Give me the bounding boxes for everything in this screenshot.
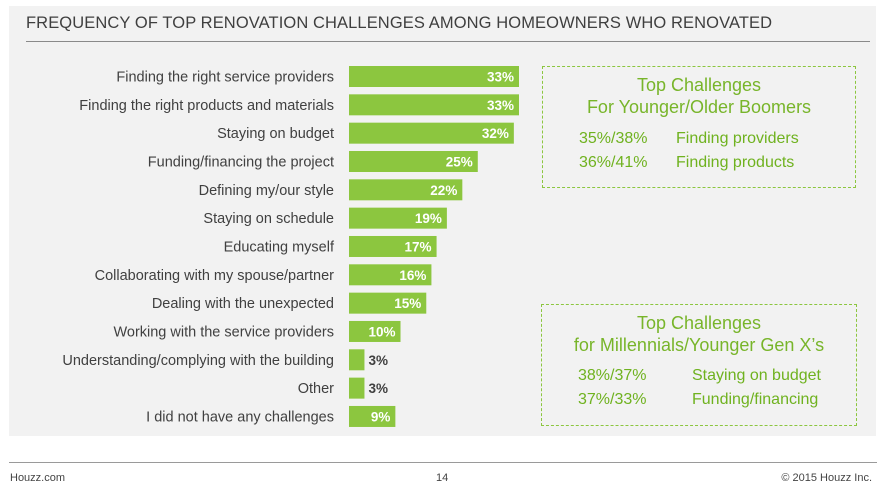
- bar: [349, 207, 447, 229]
- bar: [349, 235, 437, 257]
- callout-label: Staying on budget: [692, 367, 821, 384]
- bar: [349, 66, 519, 87]
- value-label: 15%: [394, 296, 421, 311]
- category-label: Staying on budget: [217, 126, 334, 142]
- bar: [349, 405, 396, 427]
- callout-value: 37%/33%: [578, 391, 647, 408]
- bar: [349, 377, 365, 399]
- value-label: 22%: [430, 183, 457, 198]
- category-label: Defining my/our style: [199, 183, 334, 199]
- page-title: FREQUENCY OF TOP RENOVATION CHALLENGES A…: [26, 14, 773, 32]
- bar: [349, 94, 519, 116]
- callout-millennials: Top Challenges for Millennials/Younger G…: [541, 304, 857, 426]
- callout-boomers: Top Challenges For Younger/Older Boomers…: [542, 66, 856, 188]
- callout-title-line2: For Younger/Older Boomers: [586, 97, 812, 117]
- callout-title-line1: Top Challenges: [636, 313, 762, 333]
- bar: [349, 179, 463, 201]
- category-label: Understanding/complying with the buildin…: [62, 353, 334, 369]
- value-label: 10%: [368, 324, 395, 339]
- footer-copyright: © 2015 Houzz Inc.: [781, 472, 872, 484]
- value-label: 3%: [368, 381, 388, 396]
- category-label: Collaborating with my spouse/partner: [95, 268, 335, 284]
- category-label: Finding the right service providers: [116, 70, 334, 86]
- bar: [349, 320, 401, 342]
- callout-title-line2: for Millennials/Younger Gen X’s: [573, 335, 825, 355]
- callout-title-line1: Top Challenges: [636, 75, 762, 95]
- footer-divider: [9, 462, 877, 463]
- callout-label: Finding products: [676, 154, 795, 171]
- title-divider: [26, 41, 870, 42]
- bar: [349, 349, 365, 371]
- callout-value: 36%/41%: [579, 154, 648, 171]
- footer-site: Houzz.com: [10, 472, 66, 484]
- category-label: I did not have any challenges: [146, 409, 334, 425]
- category-label: Staying on schedule: [203, 211, 334, 227]
- bar: [349, 292, 427, 314]
- value-label: 33%: [487, 98, 514, 113]
- value-label: 17%: [405, 239, 432, 254]
- value-label: 19%: [415, 211, 442, 226]
- callout-label: Finding providers: [676, 130, 799, 147]
- value-label: 33%: [487, 70, 514, 85]
- category-label: Educating myself: [224, 239, 335, 255]
- value-label: 25%: [446, 154, 473, 169]
- callout-value: 35%/38%: [579, 130, 648, 147]
- category-label: Dealing with the unexpected: [152, 296, 334, 312]
- category-label: Other: [298, 381, 334, 397]
- category-label: Working with the service providers: [113, 324, 334, 340]
- callout-label: Funding/financing: [692, 391, 819, 408]
- bar: [349, 264, 432, 286]
- bar: [349, 122, 514, 144]
- page-number: 14: [436, 472, 449, 484]
- category-label: Funding/financing the project: [148, 154, 334, 170]
- callout-value: 38%/37%: [578, 367, 647, 384]
- value-label: 9%: [371, 409, 391, 424]
- category-label: Finding the right products and materials: [79, 98, 334, 114]
- value-label: 32%: [482, 126, 509, 141]
- value-label: 3%: [368, 353, 388, 368]
- bar: [349, 150, 478, 172]
- value-label: 16%: [399, 268, 426, 283]
